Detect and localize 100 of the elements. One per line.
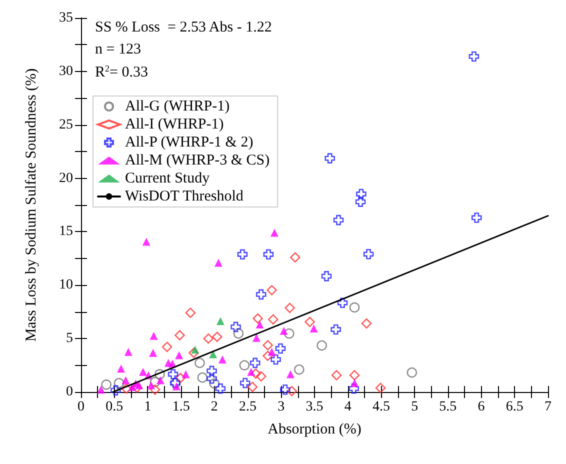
- point: [262, 340, 273, 350]
- y-tick-label: 30: [59, 64, 73, 79]
- point: [406, 367, 418, 378]
- y-tick-label: 35: [59, 10, 73, 26]
- point: [355, 196, 366, 207]
- point: [149, 348, 158, 357]
- legend-label: All-P (WHRP-1 & 2): [125, 134, 254, 150]
- point: [262, 350, 273, 362]
- point: [212, 332, 222, 342]
- point: [294, 364, 304, 375]
- x-tick-label: 0: [78, 400, 84, 414]
- x-tick-label: 4.5: [372, 400, 390, 414]
- point: [185, 308, 196, 318]
- point: [206, 373, 217, 384]
- point: [194, 358, 205, 368]
- point: [349, 302, 360, 313]
- point: [284, 328, 294, 339]
- x-tick-label: 3: [278, 400, 285, 414]
- point: [206, 366, 217, 376]
- point: [250, 358, 260, 368]
- point: [331, 370, 342, 380]
- point: [268, 348, 276, 356]
- point: [349, 370, 360, 380]
- point: [124, 348, 132, 356]
- y-tick-label: 25: [59, 117, 73, 132]
- point: [468, 51, 480, 62]
- point: [168, 369, 178, 380]
- y-tick-label: 10: [59, 278, 73, 293]
- point: [122, 376, 130, 384]
- point: [363, 249, 374, 260]
- legend-label: Current Study: [125, 170, 210, 186]
- point: [356, 188, 366, 200]
- point: [237, 249, 248, 260]
- point: [337, 298, 348, 308]
- point: [191, 346, 200, 354]
- x-tick-label: 2.5: [239, 400, 257, 414]
- point: [216, 317, 224, 326]
- point: [147, 381, 156, 390]
- x-tick-label: 0.5: [106, 400, 124, 414]
- point: [174, 330, 185, 340]
- point: [275, 343, 286, 354]
- annotation: SS % Loss = 2.53 Abs - 1.22: [95, 20, 272, 36]
- x-tick-label: 6: [478, 400, 485, 414]
- point: [268, 314, 278, 325]
- x-tick-label: 3.5: [306, 400, 324, 414]
- legend-label: WisDOT Threshold: [125, 188, 244, 204]
- x-tick-label: 1: [144, 400, 152, 414]
- point: [114, 378, 124, 388]
- x-tick-label: 2: [210, 400, 218, 414]
- point: [286, 386, 297, 396]
- legend-label: All-M (WHRP-3 & CS): [125, 152, 270, 168]
- point: [321, 271, 332, 282]
- y-axis-title: Mass Loss by Sodium Sulfate Soundness (%): [24, 68, 40, 342]
- point: [361, 318, 372, 329]
- point: [247, 368, 256, 376]
- point: [280, 384, 290, 395]
- point: [250, 368, 261, 379]
- point: [270, 228, 278, 237]
- point: [117, 364, 126, 373]
- legend-label: All-I (WHRP-1): [125, 116, 224, 132]
- point: [350, 379, 359, 388]
- point: [101, 379, 112, 390]
- point: [218, 356, 226, 364]
- x-tick-label: 5: [411, 400, 418, 414]
- point: [310, 324, 318, 333]
- point: [197, 372, 208, 383]
- point: [239, 360, 250, 370]
- point: [284, 302, 295, 314]
- point: [330, 324, 341, 335]
- y-tick-label: 20: [59, 170, 73, 186]
- point: [209, 350, 218, 358]
- point: [156, 376, 164, 384]
- point: [233, 328, 244, 339]
- point: [203, 333, 214, 344]
- point: [150, 384, 160, 395]
- point: [139, 368, 148, 376]
- point: [333, 214, 344, 226]
- point: [162, 342, 172, 352]
- x-tick-label: 4: [344, 400, 352, 414]
- point: [188, 348, 199, 358]
- point: [209, 378, 220, 389]
- point: [280, 326, 288, 335]
- point: [182, 370, 190, 378]
- x-axis-title: Absorption (%): [268, 422, 362, 438]
- point: [150, 332, 158, 340]
- point: [270, 354, 281, 365]
- point: [263, 249, 274, 260]
- annotation: n = 123: [95, 42, 141, 58]
- point: [252, 313, 263, 324]
- point: [175, 372, 186, 384]
- point: [316, 340, 327, 351]
- x-tick-label: 5.5: [439, 400, 457, 414]
- point: [324, 153, 335, 164]
- point: [471, 212, 482, 223]
- point: [214, 258, 222, 267]
- y-tick-label: 15: [59, 224, 73, 240]
- point: [230, 322, 241, 332]
- point: [154, 369, 165, 380]
- point: [142, 238, 150, 246]
- point: [256, 289, 266, 300]
